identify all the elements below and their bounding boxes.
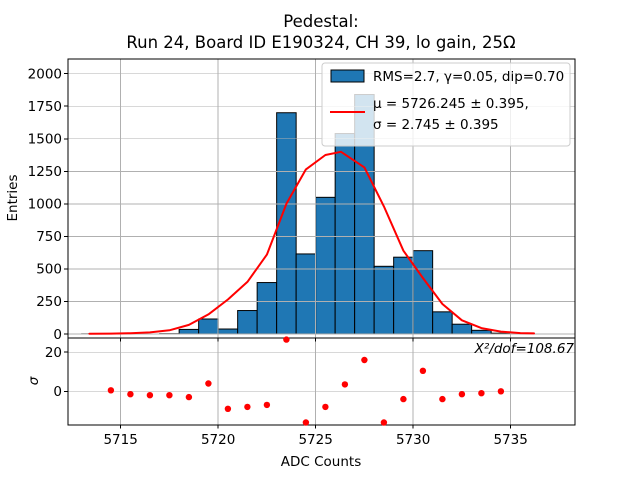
residual-point [127, 391, 133, 397]
histogram-bar [316, 197, 336, 334]
histogram-bar [335, 134, 355, 334]
histogram-bar [238, 311, 258, 334]
legend-entry-histogram: RMS=2.7, γ=0.05, dip=0.70 [373, 69, 564, 85]
residual-point [166, 392, 172, 398]
x-tick-label: 5720 [201, 432, 235, 448]
y-axis-label-sigma: σ [26, 376, 42, 385]
histogram-bar [199, 319, 219, 334]
y-tick-label: 500 [36, 262, 62, 278]
y-tick-label: 250 [36, 294, 62, 310]
y-tick-label: 1000 [28, 197, 62, 213]
residual-point [400, 396, 406, 402]
y-tick-label: 750 [36, 229, 62, 245]
residual-point [205, 380, 211, 386]
histogram-bar [452, 324, 472, 334]
x-tick-label: 5735 [493, 432, 527, 448]
y-tick-label: 1750 [28, 99, 62, 115]
residual-point [342, 381, 348, 387]
residual-point [361, 357, 367, 363]
histogram-bar [179, 329, 199, 334]
residual-point [147, 392, 153, 398]
residual-point [283, 336, 289, 342]
x-tick-label: 5725 [298, 432, 332, 448]
residual-point [244, 404, 250, 410]
residual-point [439, 396, 445, 402]
y-tick-label: 0 [53, 327, 62, 343]
legend-entry-fit-line2: σ = 2.745 ± 0.395 [373, 117, 499, 133]
histogram-bar [296, 254, 316, 334]
y-tick-label: 1250 [28, 164, 62, 180]
residual-point [186, 394, 192, 400]
legend-histogram-swatch [331, 70, 364, 82]
residual-point [108, 387, 114, 393]
residual-point [420, 368, 426, 374]
y-axis-label-entries: Entries [5, 174, 21, 221]
residual-point [478, 390, 484, 396]
legend-entry-fit-line1: μ = 5726.245 ± 0.395, [373, 96, 529, 112]
residual-y-tick-label: 0 [53, 384, 62, 400]
histogram-bar [257, 283, 277, 334]
x-axis-label: ADC Counts [281, 454, 361, 470]
y-tick-label: 1500 [28, 132, 62, 148]
histogram-bar [218, 329, 238, 334]
histogram-bar [472, 330, 492, 334]
residual-point [498, 388, 504, 394]
legend-box: RMS=2.7, γ=0.05, dip=0.70 μ = 5726.245 ±… [322, 63, 570, 146]
histogram-bar [413, 251, 433, 334]
residual-point [264, 402, 270, 408]
residual-point [303, 419, 309, 425]
histogram-bar [374, 266, 394, 334]
chi2-annotation: X²/dof=108.67 [474, 341, 575, 357]
residual-point [225, 406, 231, 412]
histogram-bar [433, 312, 453, 334]
y-tick-label: 2000 [28, 67, 62, 83]
residual-point [459, 391, 465, 397]
residual-y-tick-label: 20 [45, 345, 62, 361]
x-tick-label: 5730 [396, 432, 430, 448]
x-tick-label: 5715 [103, 432, 137, 448]
residual-point [381, 419, 387, 425]
chart-title-line1: Pedestal: [283, 12, 358, 31]
chart-title-line2: Run 24, Board ID E190324, CH 39, lo gain… [126, 33, 515, 52]
residual-point [322, 404, 328, 410]
